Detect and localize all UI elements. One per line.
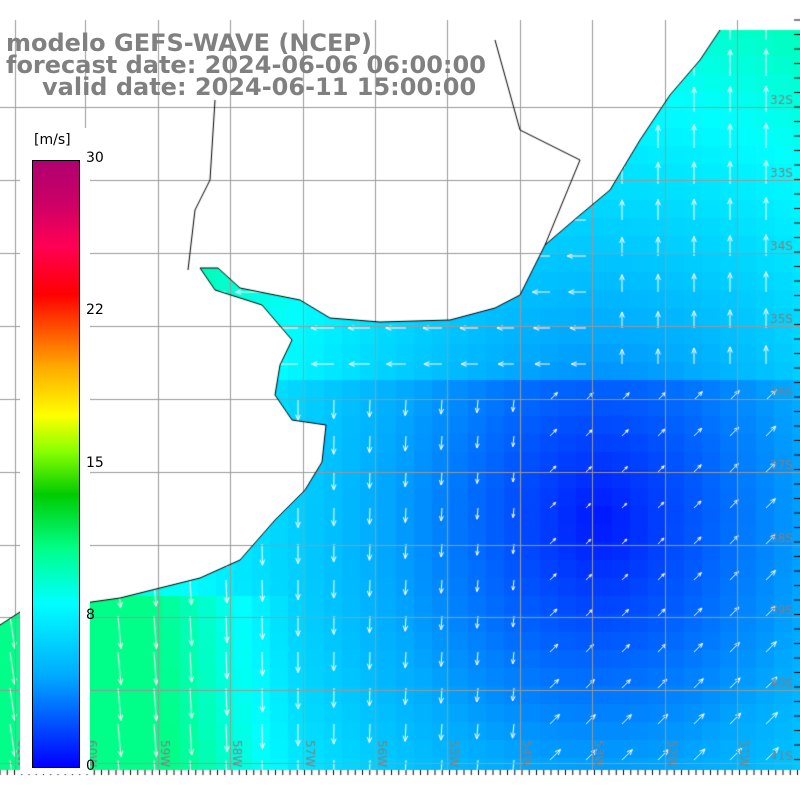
- colorbar-tick: 15: [86, 455, 104, 471]
- colorbar: [32, 160, 80, 768]
- colorbar-tick: 22: [86, 302, 104, 318]
- colorbar-tick: 8: [86, 607, 95, 623]
- valid-date: valid date: 2024-06-11 15:00:00: [42, 73, 477, 101]
- colorbar-unit: [m/s]: [34, 132, 71, 148]
- colorbar-tick: 0: [86, 758, 95, 774]
- forecast-date: forecast date: 2024-06-06 06:00:00: [6, 51, 486, 79]
- model-title: modelo GEFS-WAVE (NCEP): [6, 29, 372, 57]
- colorbar-tick: 30: [86, 150, 104, 166]
